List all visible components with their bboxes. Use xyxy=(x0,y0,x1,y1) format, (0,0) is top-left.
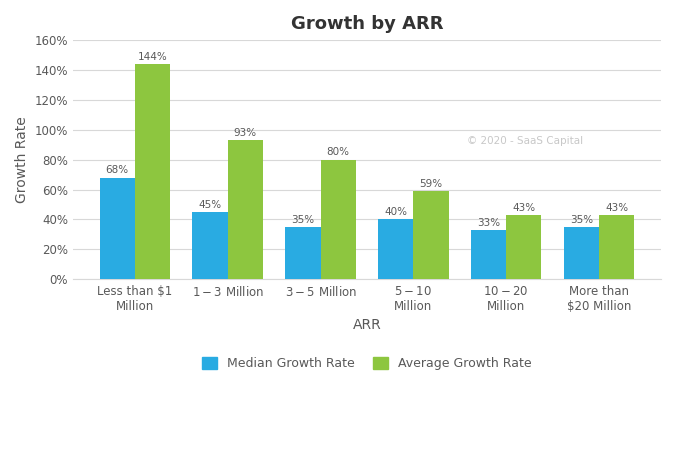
Title: Growth by ARR: Growth by ARR xyxy=(291,15,443,33)
Bar xyxy=(378,219,413,279)
X-axis label: ARR: ARR xyxy=(353,318,381,332)
Y-axis label: Growth Rate: Growth Rate xyxy=(15,116,29,203)
Text: 59%: 59% xyxy=(419,179,443,189)
Text: 35%: 35% xyxy=(291,215,314,225)
Bar xyxy=(228,140,263,279)
Text: © 2020 - SaaS Capital: © 2020 - SaaS Capital xyxy=(467,136,583,146)
Text: 43%: 43% xyxy=(605,203,628,213)
Bar xyxy=(135,64,170,279)
Bar xyxy=(285,227,320,279)
Text: 33%: 33% xyxy=(477,217,500,228)
Text: 68%: 68% xyxy=(105,165,129,175)
Text: 93%: 93% xyxy=(234,128,257,138)
Bar xyxy=(471,230,506,279)
Bar xyxy=(564,227,599,279)
Bar xyxy=(506,215,541,279)
Text: 144%: 144% xyxy=(138,52,168,62)
Text: 45%: 45% xyxy=(199,200,222,210)
Bar xyxy=(599,215,634,279)
Bar xyxy=(99,177,135,279)
Bar xyxy=(193,212,228,279)
Bar xyxy=(413,191,449,279)
Text: 40%: 40% xyxy=(384,207,407,217)
Bar xyxy=(320,160,356,279)
Text: 43%: 43% xyxy=(512,203,535,213)
Legend: Median Growth Rate, Average Growth Rate: Median Growth Rate, Average Growth Rate xyxy=(202,357,532,370)
Text: 35%: 35% xyxy=(570,215,593,225)
Text: 80%: 80% xyxy=(327,147,349,157)
